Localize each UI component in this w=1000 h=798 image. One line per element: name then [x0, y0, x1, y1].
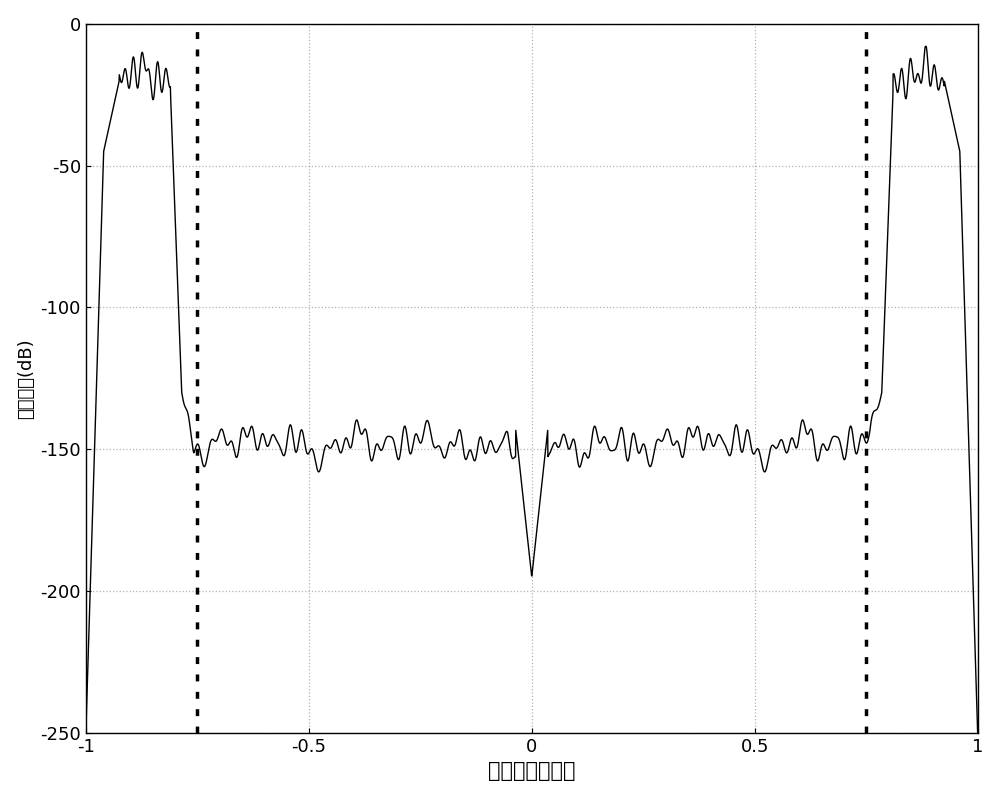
X-axis label: 标准化差动输入: 标准化差动输入	[488, 761, 575, 781]
Y-axis label: 量化噪声(dB): 量化噪声(dB)	[17, 338, 35, 419]
